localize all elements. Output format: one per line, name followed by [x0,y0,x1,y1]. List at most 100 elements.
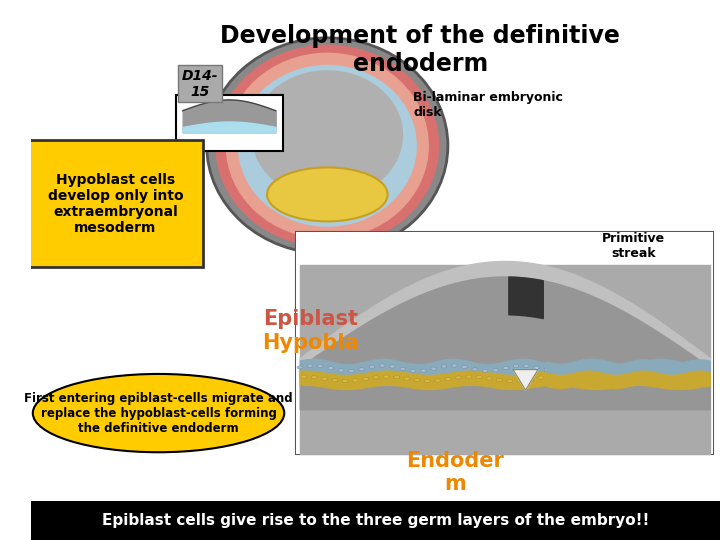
Ellipse shape [486,377,492,380]
Text: Primitive
streak: Primitive streak [603,232,665,260]
Ellipse shape [451,364,457,367]
Ellipse shape [667,365,673,368]
Text: Bi-laminar embryonic
disk: Bi-laminar embryonic disk [413,91,563,119]
Ellipse shape [321,377,328,380]
Ellipse shape [379,364,385,367]
Text: Endoder
m: Endoder m [406,451,504,494]
Ellipse shape [523,364,529,367]
Ellipse shape [538,376,544,379]
Ellipse shape [527,377,534,381]
Text: Epiblast cells give rise to the three germ layers of the embryo!!: Epiblast cells give rise to the three ge… [102,513,649,528]
Ellipse shape [400,367,405,370]
Ellipse shape [363,377,369,381]
Ellipse shape [564,368,570,372]
Text: Hypobla: Hypobla [262,333,359,353]
Polygon shape [513,369,538,390]
Text: D14-
15: D14- 15 [181,69,218,99]
Ellipse shape [338,369,343,372]
Ellipse shape [420,369,426,372]
Ellipse shape [225,53,429,239]
FancyBboxPatch shape [27,140,203,267]
Ellipse shape [492,369,498,372]
Ellipse shape [544,368,549,372]
Ellipse shape [630,375,636,379]
FancyBboxPatch shape [297,232,713,454]
Ellipse shape [332,379,338,382]
Ellipse shape [342,379,348,382]
Ellipse shape [651,376,657,380]
Text: First entering epiblast-cells migrate and
replace the hypoblast-cells forming
th: First entering epiblast-cells migrate an… [24,392,293,435]
Ellipse shape [431,367,436,370]
Ellipse shape [678,367,683,370]
Ellipse shape [348,369,354,373]
Ellipse shape [238,65,417,227]
Ellipse shape [33,374,284,453]
Ellipse shape [517,379,523,382]
Ellipse shape [441,364,446,368]
Ellipse shape [575,366,580,369]
FancyBboxPatch shape [176,94,282,151]
Ellipse shape [497,379,503,382]
Ellipse shape [579,379,585,382]
Ellipse shape [657,364,663,367]
Ellipse shape [672,379,678,382]
Text: Development of the definitive
endoderm: Development of the definitive endoderm [220,24,620,76]
Ellipse shape [311,376,318,379]
Ellipse shape [424,379,431,382]
Ellipse shape [610,378,616,381]
Ellipse shape [507,379,513,382]
Ellipse shape [404,377,410,380]
Ellipse shape [482,369,488,373]
Ellipse shape [503,366,508,369]
Ellipse shape [462,366,467,369]
Ellipse shape [589,379,595,382]
Ellipse shape [661,378,667,381]
Ellipse shape [698,369,704,372]
Ellipse shape [688,369,694,373]
Ellipse shape [554,369,560,373]
Ellipse shape [647,365,653,368]
Ellipse shape [207,38,448,254]
Ellipse shape [369,365,374,368]
Ellipse shape [410,369,416,372]
Ellipse shape [637,368,642,371]
Ellipse shape [251,70,403,200]
Ellipse shape [476,375,482,379]
Ellipse shape [215,45,439,247]
Ellipse shape [435,379,441,382]
Ellipse shape [373,376,379,379]
Ellipse shape [390,365,395,368]
Ellipse shape [414,379,420,382]
Ellipse shape [606,367,611,370]
Ellipse shape [703,376,708,380]
Ellipse shape [267,167,387,221]
Ellipse shape [558,375,564,379]
Ellipse shape [585,364,591,367]
Ellipse shape [534,366,539,369]
Ellipse shape [513,364,519,368]
Ellipse shape [297,366,302,369]
Ellipse shape [548,375,554,379]
FancyBboxPatch shape [297,232,713,454]
Ellipse shape [307,364,312,367]
Ellipse shape [641,375,647,379]
Ellipse shape [620,376,626,380]
Ellipse shape [352,379,359,382]
Ellipse shape [455,376,462,379]
Ellipse shape [692,378,698,381]
Ellipse shape [466,375,472,378]
Ellipse shape [472,368,477,371]
Text: Epiblast: Epiblast [264,308,359,329]
Ellipse shape [359,368,364,371]
Ellipse shape [383,375,390,378]
Ellipse shape [328,367,333,370]
Ellipse shape [616,369,622,372]
Ellipse shape [595,364,601,368]
Ellipse shape [445,377,451,381]
FancyBboxPatch shape [31,501,720,540]
Ellipse shape [301,375,307,378]
Ellipse shape [682,379,688,382]
Ellipse shape [600,379,606,382]
Ellipse shape [569,377,575,380]
Ellipse shape [626,369,632,373]
